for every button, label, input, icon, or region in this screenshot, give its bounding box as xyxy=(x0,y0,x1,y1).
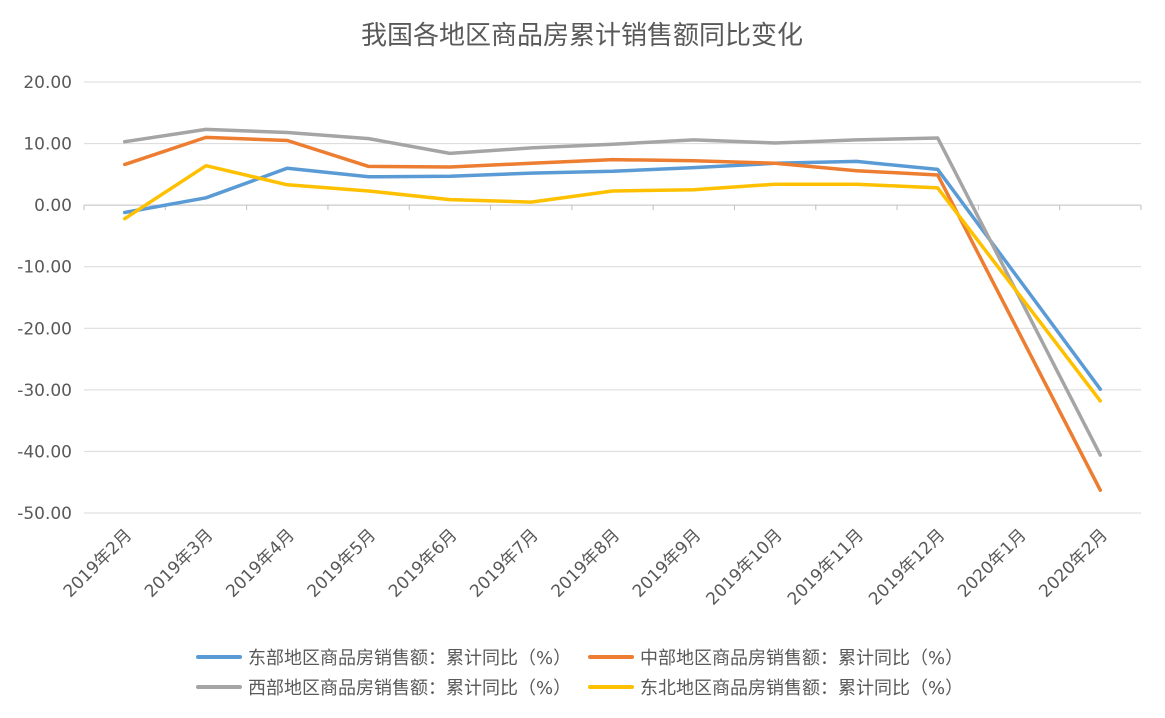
y-tick-label: -30.00 xyxy=(17,381,72,401)
legend: 东部地区商品房销售额：累计同比（%） 中部地区商品房销售额：累计同比（%） 西部地区… xyxy=(196,648,963,699)
y-tick-label: -50.00 xyxy=(17,504,72,524)
y-tick-label: -20.00 xyxy=(17,319,72,339)
y-axis-ticks: 20.00 10.00 0.00 -10.00 -20.00 -30.00 -40.00 -5… xyxy=(17,73,72,524)
series-line-1 xyxy=(122,135,1103,492)
series-line-3 xyxy=(122,163,1103,403)
x-tick-label: 2019年11月 xyxy=(784,525,868,609)
x-tick-label: 2019年5月 xyxy=(304,525,380,601)
series-layer xyxy=(122,127,1103,492)
y-tick-label: -40.00 xyxy=(17,442,72,462)
x-tick-label: 2019年4月 xyxy=(222,525,298,601)
x-tick-label: 2019年7月 xyxy=(466,525,542,601)
y-tick-label: 20.00 xyxy=(23,73,72,93)
series-line-2 xyxy=(122,127,1103,457)
x-tick-label: 2019年6月 xyxy=(385,525,461,601)
legend-label: 东北地区商品房销售额：累计同比（%） xyxy=(640,678,963,699)
series-line-0 xyxy=(122,159,1103,391)
chart-title: 我国各地区商品房累计销售额同比变化 xyxy=(361,21,803,51)
y-tick-label: 0.00 xyxy=(34,196,72,216)
x-tick-label: 2019年10月 xyxy=(703,525,787,609)
x-tick-label: 2019年12月 xyxy=(865,525,949,609)
x-axis-ticks: 2019年2月 2019年3月 2019年4月 2019年5月 2019年6月 2019年… xyxy=(60,525,1112,609)
grid-layer xyxy=(83,81,1142,514)
x-tick-label: 2019年8月 xyxy=(548,525,624,601)
x-tick-label: 2019年3月 xyxy=(141,525,217,601)
legend-label: 中部地区商品房销售额：累计同比（%） xyxy=(640,648,963,669)
x-tick-label: 2019年2月 xyxy=(60,525,136,601)
legend-label: 东部地区商品房销售额：累计同比（%） xyxy=(248,648,571,669)
x-tick-label: 2019年9月 xyxy=(629,525,705,601)
x-tick-label: 2020年2月 xyxy=(1035,525,1111,601)
y-tick-label: 10.00 xyxy=(23,135,72,155)
legend-label: 西部地区商品房销售额：累计同比（%） xyxy=(248,678,571,699)
y-tick-label: -10.00 xyxy=(17,258,72,278)
x-tick-label: 2020年1月 xyxy=(954,525,1030,601)
